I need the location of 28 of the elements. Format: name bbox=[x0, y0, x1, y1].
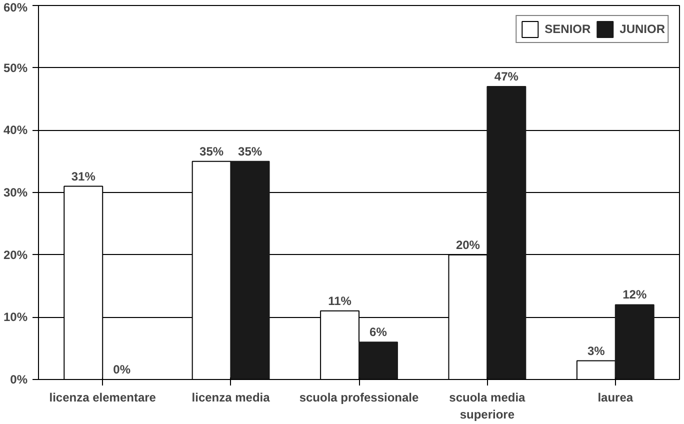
y-tick-label: 10% bbox=[3, 310, 28, 324]
x-tick-label: licenza elementare bbox=[49, 390, 156, 404]
y-tick-label: 50% bbox=[3, 60, 28, 75]
legend-label: JUNIOR bbox=[620, 22, 665, 36]
y-tick-label: 20% bbox=[3, 248, 28, 262]
x-tick-label: laurea bbox=[598, 390, 634, 404]
legend-label: SENIOR bbox=[544, 22, 591, 36]
bar bbox=[486, 86, 526, 380]
x-tick-label: licenza media bbox=[192, 390, 270, 404]
data-label: 35% bbox=[200, 144, 224, 158]
data-label: 12% bbox=[622, 288, 647, 302]
data-label: 35% bbox=[238, 144, 262, 158]
bar bbox=[614, 304, 654, 380]
data-label: 11% bbox=[328, 294, 352, 308]
y-tick-label: 0% bbox=[10, 372, 28, 386]
y-tick-label: 40% bbox=[3, 123, 28, 138]
data-label: 6% bbox=[370, 325, 388, 340]
x-tick-label: scuola professionale bbox=[299, 390, 420, 404]
x-tick-label: scuola media superiore bbox=[449, 390, 526, 422]
data-label: 47% bbox=[494, 70, 519, 84]
data-label: 0% bbox=[113, 362, 131, 376]
y-tick-label: 60% bbox=[3, 0, 28, 14]
data-label: 20% bbox=[456, 238, 480, 252]
y-tick-label: 30% bbox=[3, 186, 28, 200]
data-label: 3% bbox=[588, 344, 606, 358]
bar bbox=[230, 160, 270, 380]
data-label: 31% bbox=[71, 169, 96, 184]
bar bbox=[358, 342, 398, 380]
